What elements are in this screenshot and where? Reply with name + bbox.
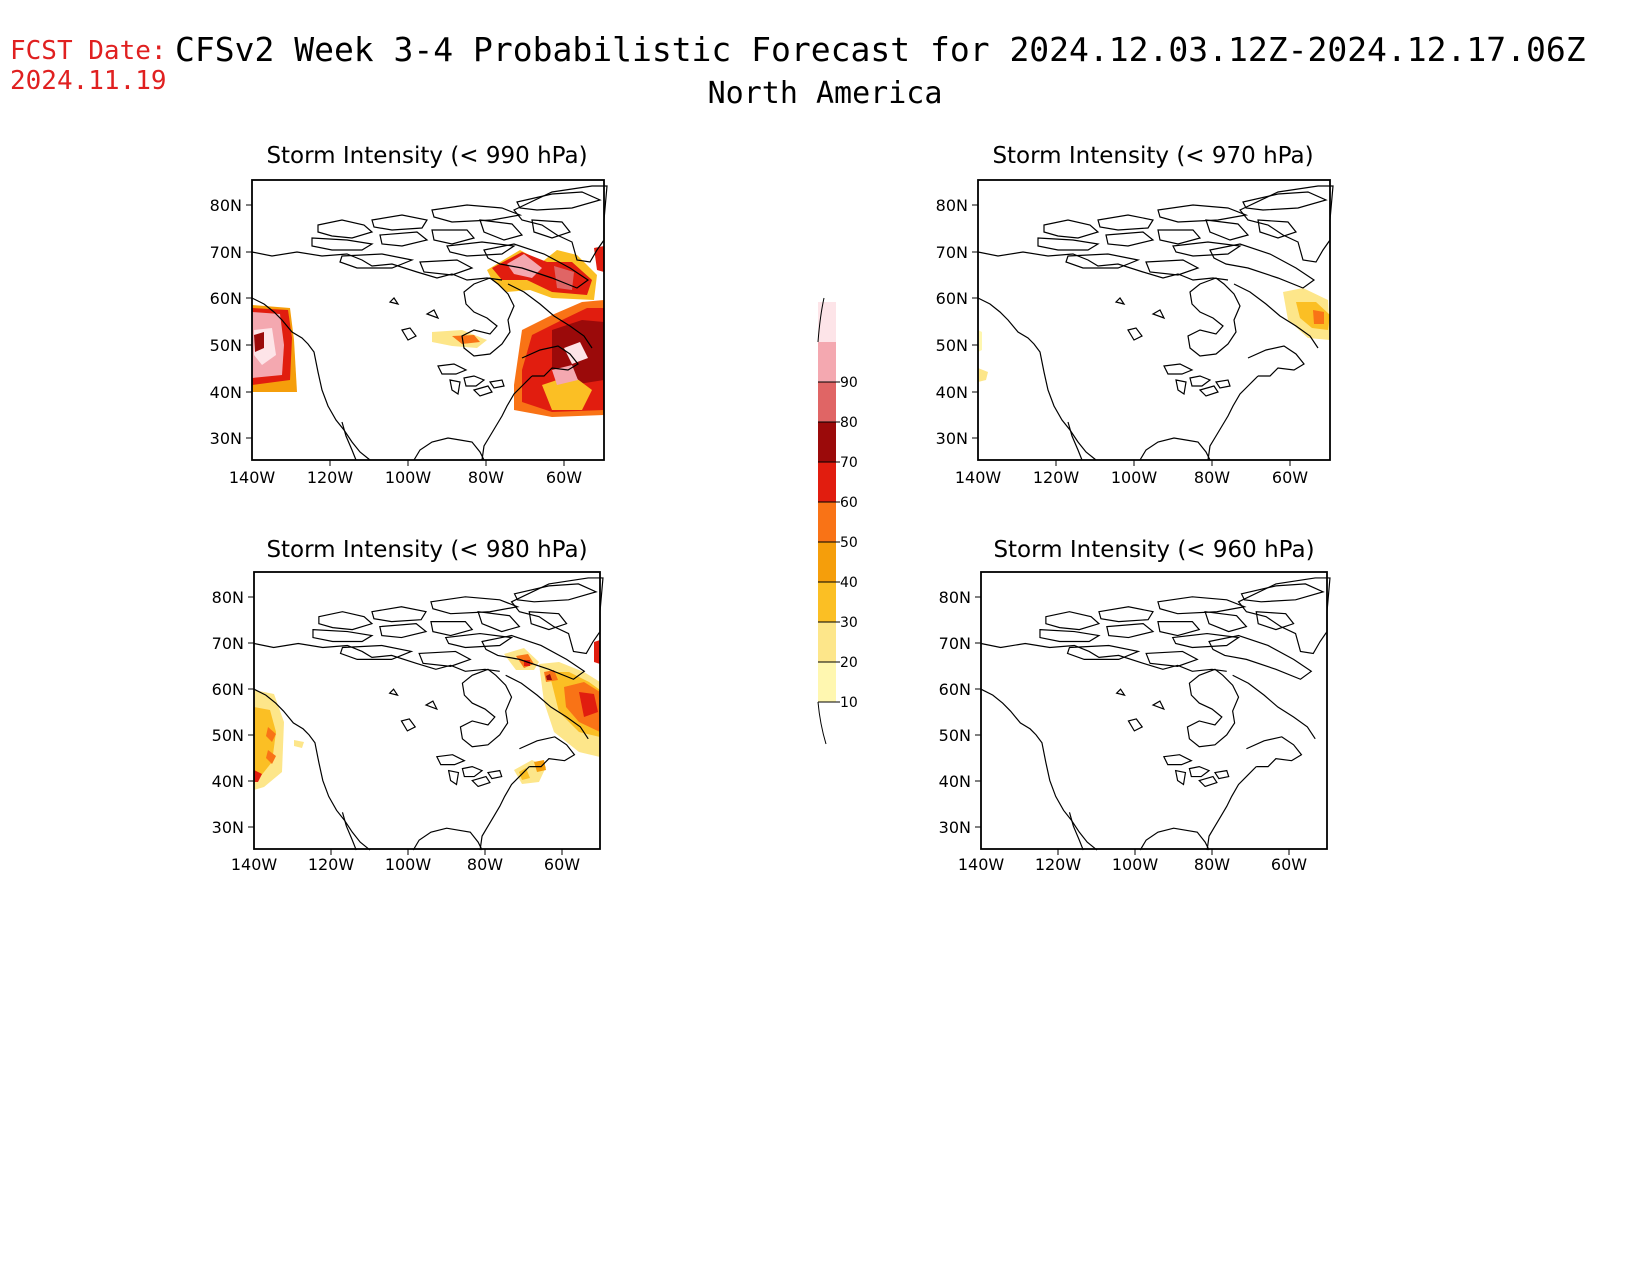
svg-text:50N: 50N	[210, 336, 242, 355]
svg-text:80N: 80N	[212, 588, 244, 607]
colorbar-label: 20	[840, 655, 858, 671]
svg-text:70N: 70N	[212, 634, 244, 653]
colorbar-label: 40	[840, 575, 858, 591]
svg-text:40N: 40N	[939, 772, 971, 791]
panel-title-990: Storm Intensity (< 990 hPa)	[266, 143, 587, 169]
probability-shading-980	[254, 640, 600, 790]
lon-ticks-970: 140W 120W 100W 80W 60W	[955, 460, 1308, 487]
region-subtitle: North America	[707, 76, 943, 111]
svg-text:120W: 120W	[307, 468, 354, 487]
svg-text:140W: 140W	[229, 468, 276, 487]
svg-text:80W: 80W	[468, 468, 504, 487]
svg-text:70N: 70N	[936, 243, 968, 262]
svg-text:100W: 100W	[1111, 468, 1158, 487]
colorbar-label: 80	[840, 415, 858, 431]
svg-text:120W: 120W	[308, 855, 355, 874]
lon-ticks-990: 140W 120W 100W 80W 60W	[229, 460, 582, 487]
svg-text:50N: 50N	[939, 726, 971, 745]
svg-text:30N: 30N	[936, 429, 968, 448]
svg-text:80N: 80N	[936, 196, 968, 215]
panel-970: Storm Intensity (< 970 hPa) 80N 70N 60N …	[936, 143, 1334, 487]
svg-text:80W: 80W	[1194, 855, 1230, 874]
panel-960: Storm Intensity (< 960 hPa) 80N 70N 60N …	[939, 537, 1331, 874]
colorbar-swatch	[818, 662, 836, 702]
svg-text:60W: 60W	[544, 855, 580, 874]
svg-text:100W: 100W	[385, 468, 432, 487]
svg-text:60N: 60N	[936, 289, 968, 308]
svg-text:50N: 50N	[936, 336, 968, 355]
colorbar-swatch	[818, 342, 836, 382]
svg-text:40N: 40N	[212, 772, 244, 791]
svg-text:80N: 80N	[210, 196, 242, 215]
probability-shading-990	[252, 246, 604, 417]
panel-title-980: Storm Intensity (< 980 hPa)	[266, 537, 587, 563]
svg-text:60W: 60W	[1271, 855, 1307, 874]
svg-text:100W: 100W	[1112, 855, 1159, 874]
colorbar: 10 20 30 40 50 60 70 80 90	[817, 297, 858, 745]
probability-shading-970	[978, 288, 1330, 382]
svg-text:30N: 30N	[210, 429, 242, 448]
svg-text:80W: 80W	[467, 855, 503, 874]
svg-text:80N: 80N	[939, 588, 971, 607]
svg-text:40N: 40N	[936, 383, 968, 402]
colorbar-label: 70	[840, 455, 858, 471]
colorbar-swatch	[818, 302, 836, 342]
forecast-date-label: FCST Date:	[10, 36, 167, 66]
colorbar-swatch	[818, 502, 836, 542]
lat-ticks-970: 80N 70N 60N 50N 40N 30N	[936, 196, 978, 448]
svg-text:60W: 60W	[1272, 468, 1308, 487]
svg-text:60N: 60N	[210, 289, 242, 308]
forecast-date-block: FCST Date: 2024.11.19	[10, 36, 167, 96]
svg-text:70N: 70N	[939, 634, 971, 653]
svg-text:140W: 140W	[958, 855, 1005, 874]
panel-990: Storm Intensity (< 990 hPa) 80N 70N	[210, 143, 608, 487]
svg-text:60N: 60N	[939, 680, 971, 699]
colorbar-swatch	[818, 382, 836, 422]
lat-ticks-980: 80N 70N 60N 50N 40N 30N	[212, 588, 254, 837]
svg-text:40N: 40N	[210, 383, 242, 402]
svg-text:120W: 120W	[1035, 855, 1082, 874]
forecast-date-value: 2024.11.19	[10, 66, 167, 96]
svg-text:30N: 30N	[212, 818, 244, 837]
svg-text:50N: 50N	[212, 726, 244, 745]
colorbar-swatch	[818, 542, 836, 582]
colorbar-swatch	[818, 582, 836, 622]
lat-ticks-960: 80N 70N 60N 50N 40N 30N	[939, 588, 981, 837]
svg-text:140W: 140W	[955, 468, 1002, 487]
lat-ticks-990: 80N 70N 60N 50N 40N 30N	[210, 196, 252, 448]
panel-title-960: Storm Intensity (< 960 hPa)	[993, 537, 1314, 563]
main-title: CFSv2 Week 3-4 Probabilistic Forecast fo…	[175, 30, 1586, 69]
svg-text:100W: 100W	[385, 855, 432, 874]
colorbar-swatch	[818, 462, 836, 502]
svg-text:70N: 70N	[210, 243, 242, 262]
colorbar-label: 50	[840, 535, 858, 551]
panel-title-970: Storm Intensity (< 970 hPa)	[992, 143, 1313, 169]
panel-980: Storm Intensity (< 980 hPa) 80N	[212, 537, 604, 874]
lon-ticks-960: 140W 120W 100W 80W 60W	[958, 849, 1307, 874]
svg-text:120W: 120W	[1033, 468, 1080, 487]
svg-text:140W: 140W	[231, 855, 278, 874]
colorbar-label: 90	[840, 375, 858, 391]
svg-text:60W: 60W	[546, 468, 582, 487]
lon-ticks-980: 140W 120W 100W 80W 60W	[231, 849, 580, 874]
colorbar-label: 10	[840, 695, 858, 711]
colorbar-swatch	[818, 422, 836, 462]
svg-text:80W: 80W	[1194, 468, 1230, 487]
colorbar-swatch	[818, 622, 836, 662]
colorbar-label: 60	[840, 495, 858, 511]
colorbar-label: 30	[840, 615, 858, 631]
svg-text:30N: 30N	[939, 818, 971, 837]
svg-text:60N: 60N	[212, 680, 244, 699]
